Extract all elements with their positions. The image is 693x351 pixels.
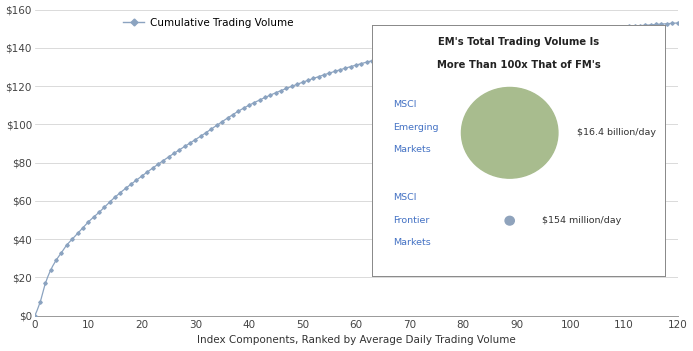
Legend: Cumulative Trading Volume: Cumulative Trading Volume: [123, 18, 293, 28]
X-axis label: Index Components, Ranked by Average Daily Trading Volume: Index Components, Ranked by Average Dail…: [197, 336, 516, 345]
